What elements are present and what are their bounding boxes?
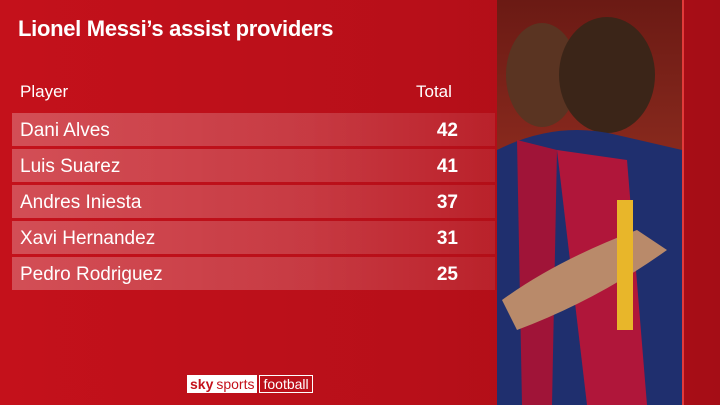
player-name: Xavi Hernandez xyxy=(20,228,156,249)
player-name: Luis Suarez xyxy=(20,156,121,177)
assist-total: 25 xyxy=(436,264,458,285)
table-row: Dani Alves 42 xyxy=(12,113,495,146)
assist-total: 42 xyxy=(436,120,458,141)
logo-football: football xyxy=(259,375,313,393)
assist-total: 41 xyxy=(436,156,458,177)
column-header: Total xyxy=(416,82,452,101)
photo xyxy=(497,0,682,405)
logo-sky: sky xyxy=(187,375,217,393)
player-name: Pedro Rodriguez xyxy=(20,264,163,285)
logo: sky sports football xyxy=(187,375,313,393)
logo-sports: sports xyxy=(216,375,258,393)
table-row: Andres Iniesta 37 xyxy=(12,185,495,218)
title: Lionel Messi’s assist providers xyxy=(18,16,334,41)
table-row: Luis Suarez 41 xyxy=(12,149,495,182)
player-name: Dani Alves xyxy=(20,120,110,141)
column-header: Player xyxy=(20,82,69,101)
assist-total: 31 xyxy=(436,228,458,249)
divider xyxy=(682,0,684,405)
player-name: Andres Iniesta xyxy=(20,192,142,213)
table-row: Xavi Hernandez 31 xyxy=(12,221,495,254)
assist-total: 37 xyxy=(436,192,458,213)
table-row: Pedro Rodriguez 25 xyxy=(12,257,495,290)
